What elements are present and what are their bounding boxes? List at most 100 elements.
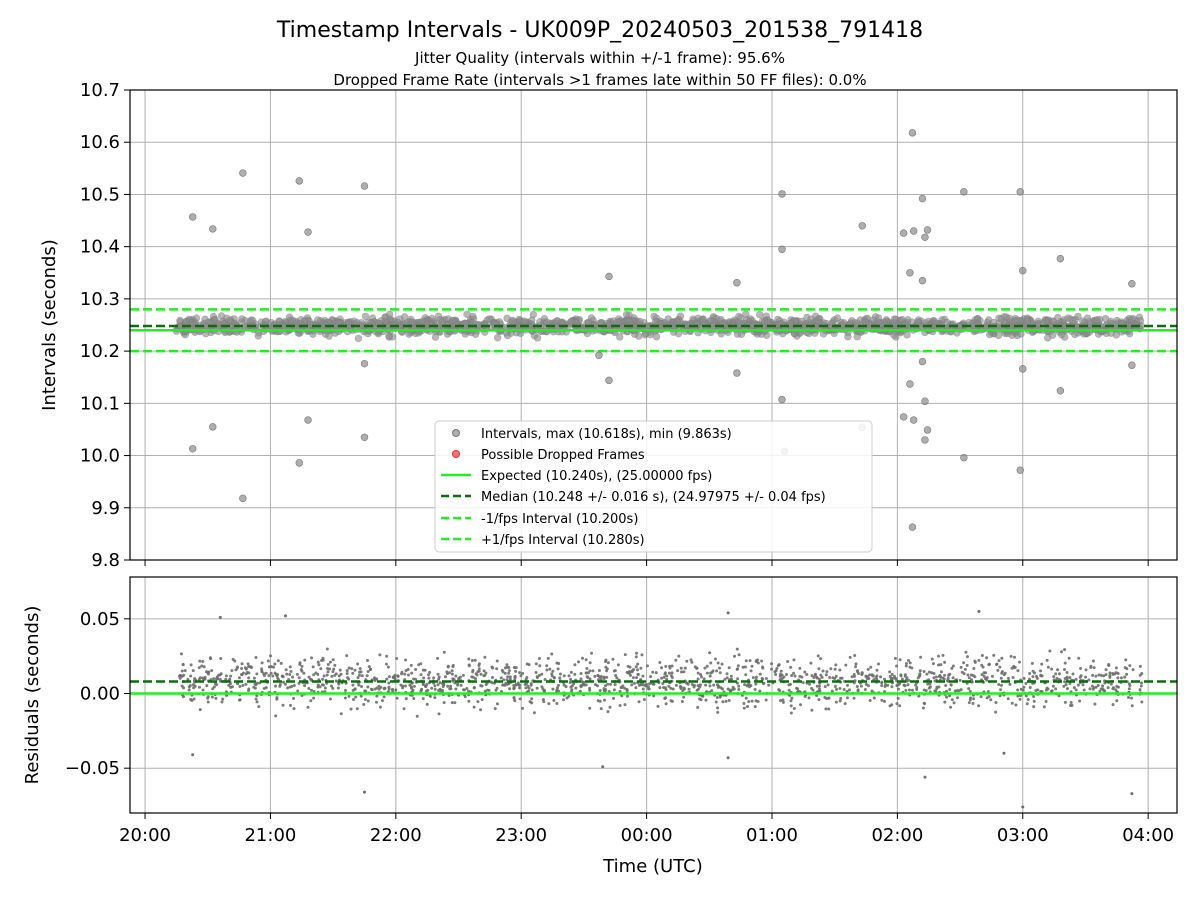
- residual-point: [1072, 686, 1076, 690]
- residual-point: [696, 671, 700, 675]
- residual-point: [366, 699, 370, 703]
- residual-point: [674, 683, 678, 687]
- residual-point: [875, 677, 879, 681]
- residual-point: [1079, 667, 1083, 671]
- residual-point: [417, 663, 421, 667]
- residual-point: [404, 658, 408, 662]
- residual-point: [649, 675, 653, 679]
- residual-point: [437, 677, 441, 681]
- residual-point: [967, 676, 971, 680]
- residual-point: [229, 685, 233, 689]
- residual-point: [395, 696, 399, 700]
- residual-point: [1040, 662, 1044, 666]
- residual-point: [573, 663, 577, 667]
- residual-point: [904, 688, 908, 692]
- residual-point: [1030, 661, 1034, 665]
- residual-point: [453, 701, 457, 705]
- residual-point: [669, 686, 673, 690]
- residual-point: [197, 685, 201, 689]
- legend-label-expected: Expected (10.240s), (25.00000 fps): [481, 469, 712, 484]
- residual-point: [320, 683, 324, 687]
- residual-point: [712, 683, 716, 687]
- residual-point: [597, 668, 601, 672]
- residual-point: [998, 694, 1002, 698]
- residual-point: [932, 676, 936, 680]
- residual-point: [321, 677, 325, 681]
- residual-point: [860, 673, 864, 677]
- residual-point: [1078, 699, 1082, 703]
- residual-point: [753, 705, 757, 709]
- residual-point: [812, 676, 816, 680]
- residual-point: [513, 675, 517, 679]
- residual-point: [918, 669, 922, 673]
- interval-outlier-point: [1128, 361, 1136, 369]
- residual-point: [667, 671, 671, 675]
- residual-point: [801, 681, 805, 685]
- residual-point: [856, 688, 860, 692]
- residual-point: [696, 705, 700, 709]
- residual-point: [1123, 675, 1127, 679]
- residual-point: [588, 686, 592, 690]
- interval-outlier-point: [209, 225, 217, 233]
- residual-point: [300, 664, 304, 668]
- residual-point: [834, 700, 838, 704]
- residual-point: [456, 683, 460, 687]
- residual-point: [253, 682, 257, 686]
- interval-point: [405, 330, 413, 338]
- residual-point: [971, 702, 975, 706]
- residual-point: [402, 707, 406, 711]
- residual-point: [508, 675, 512, 679]
- residual-point: [579, 685, 583, 689]
- residual-point: [459, 683, 463, 687]
- residual-point: [1022, 676, 1026, 680]
- residual-point: [871, 674, 875, 678]
- residual-point: [247, 671, 251, 675]
- residual-point: [363, 698, 367, 702]
- residual-point: [500, 689, 504, 693]
- chart-subtitle-jitter: Jitter Quality (intervals within +/-1 fr…: [414, 49, 785, 67]
- residual-point: [483, 655, 487, 659]
- residual-point: [288, 665, 292, 669]
- residual-point: [588, 677, 592, 681]
- residual-point: [467, 657, 471, 661]
- residual-point: [408, 683, 412, 687]
- residual-point: [838, 686, 842, 690]
- residual-point: [470, 659, 474, 663]
- residual-point: [564, 685, 568, 689]
- interval-point: [986, 330, 994, 339]
- residual-point: [513, 699, 517, 703]
- residual-point: [1006, 676, 1010, 680]
- residual-point: [985, 678, 989, 682]
- residual-point: [999, 683, 1003, 687]
- residual-point: [412, 684, 416, 688]
- residual-point: [1044, 700, 1048, 704]
- residual-point: [735, 667, 739, 671]
- residual-point: [285, 672, 289, 676]
- residual-point: [470, 675, 474, 679]
- residual-point: [683, 666, 687, 670]
- residual-point: [792, 671, 796, 675]
- residual-point: [823, 685, 827, 689]
- residual-point: [352, 698, 356, 702]
- residual-point: [652, 694, 656, 698]
- residual-point: [968, 698, 972, 702]
- residual-point: [937, 663, 941, 667]
- legend-label-intervals: Intervals, max (10.618s), min (9.863s): [481, 427, 732, 442]
- residual-point: [922, 688, 926, 692]
- residual-point: [810, 674, 814, 678]
- interval-outlier-point: [909, 416, 918, 424]
- interval-outlier-point: [908, 129, 917, 137]
- residual-point: [538, 664, 542, 668]
- residual-point: [283, 682, 287, 686]
- residual-point: [939, 663, 943, 667]
- residual-point: [625, 670, 629, 674]
- residual-point: [428, 670, 432, 674]
- interval-point: [914, 318, 922, 326]
- residual-point: [465, 687, 469, 691]
- residual-point: [540, 672, 544, 676]
- residual-point: [816, 654, 820, 658]
- residual-point: [276, 659, 280, 663]
- residual-point: [682, 695, 686, 699]
- residual-point: [704, 698, 708, 702]
- residual-point: [1116, 676, 1120, 680]
